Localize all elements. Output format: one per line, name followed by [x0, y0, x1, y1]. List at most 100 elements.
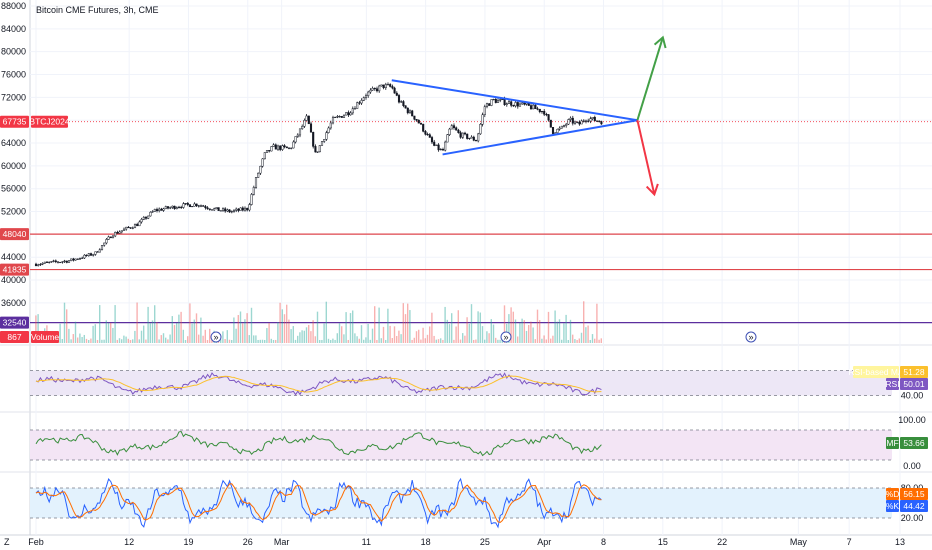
volume-bar	[292, 326, 294, 343]
candle-body	[474, 140, 478, 142]
candle	[226, 208, 229, 213]
mf-band	[30, 430, 892, 460]
candle	[494, 97, 497, 104]
candle-body	[551, 127, 555, 134]
candle-body	[408, 110, 412, 114]
volume-bar	[110, 322, 112, 343]
volume-bar	[94, 324, 96, 343]
candle	[230, 210, 233, 214]
candle	[188, 204, 192, 208]
volume-bar	[426, 334, 429, 343]
candle-body	[158, 208, 161, 211]
candle	[105, 237, 108, 245]
volume-bar	[457, 310, 459, 343]
candle	[67, 260, 71, 263]
volume-bar	[512, 311, 514, 343]
candle-body	[455, 127, 458, 131]
volume-bar	[554, 310, 556, 343]
level-badge	[0, 228, 29, 241]
level-badge	[0, 316, 29, 329]
event-icon[interactable]	[745, 331, 757, 343]
candle	[63, 259, 66, 263]
candle	[358, 100, 361, 105]
candle-body	[94, 251, 97, 255]
candle	[94, 251, 97, 256]
candle-body	[543, 110, 546, 115]
candle-body	[417, 120, 420, 124]
candle-body	[567, 119, 570, 125]
candle	[439, 148, 442, 151]
candle-body	[400, 101, 403, 103]
candle-body	[538, 108, 541, 112]
volume-bar	[356, 336, 358, 343]
candle	[371, 86, 374, 91]
candle	[485, 102, 489, 109]
mf-tick-label: 100.00	[898, 415, 926, 425]
volume-bar	[437, 339, 440, 343]
candle-body	[540, 110, 544, 113]
volume-bar	[222, 331, 224, 343]
event-icon[interactable]	[500, 331, 512, 343]
candle	[268, 150, 271, 153]
price-tick-label: 80000	[1, 47, 26, 57]
candle-body	[307, 115, 310, 125]
volume-bar	[79, 333, 81, 343]
candle	[518, 102, 522, 107]
candle-body	[100, 245, 104, 250]
candle	[334, 116, 337, 119]
volume-bar	[371, 328, 374, 343]
volume-bar	[112, 327, 114, 343]
candle	[547, 113, 550, 122]
volume-bar	[330, 339, 332, 343]
candle-body	[351, 108, 354, 114]
candle	[129, 227, 132, 229]
candle	[505, 102, 508, 107]
volume-bar	[400, 334, 402, 343]
candle-body	[173, 205, 176, 210]
volume-bar	[85, 338, 88, 343]
candle-body	[430, 137, 434, 143]
candle-body	[61, 261, 64, 263]
candle	[43, 261, 46, 264]
candle	[122, 227, 126, 231]
time-tick-label: 25	[480, 537, 490, 547]
mf-tick-label: 0.00	[903, 461, 921, 471]
candle-body	[468, 137, 471, 139]
candle-body	[402, 101, 405, 106]
candle	[243, 206, 247, 212]
candle-body	[582, 120, 585, 122]
volume-bar	[409, 310, 411, 343]
volume-bar	[323, 323, 325, 343]
volume-bar	[158, 339, 160, 343]
volume-bar	[385, 339, 387, 343]
volume-bar	[468, 323, 470, 343]
candle-body	[246, 207, 249, 211]
candle	[199, 204, 203, 208]
candle	[433, 139, 436, 147]
candle-body	[138, 221, 141, 227]
corner-label[interactable]: Z	[4, 537, 10, 547]
candle	[417, 119, 420, 124]
candle-body	[470, 136, 473, 139]
volume-bar	[380, 338, 382, 343]
volume-bar	[235, 328, 237, 343]
volume-bar	[182, 329, 184, 343]
candle	[571, 115, 574, 126]
event-icon[interactable]	[210, 331, 222, 343]
volume-bar	[92, 325, 94, 343]
volume-bar	[490, 319, 492, 343]
volume-bar	[204, 329, 206, 343]
volume-bar	[521, 318, 523, 343]
candle-body	[76, 258, 79, 260]
candle	[197, 204, 200, 208]
event-icon-glyph: »	[213, 332, 218, 342]
candle	[430, 135, 434, 144]
candle	[435, 144, 438, 146]
candle	[294, 136, 297, 144]
candle-body	[334, 116, 337, 119]
candle	[336, 114, 339, 119]
volume-bar	[550, 338, 552, 343]
volume-bar	[563, 323, 565, 343]
volume-bar	[310, 331, 312, 343]
